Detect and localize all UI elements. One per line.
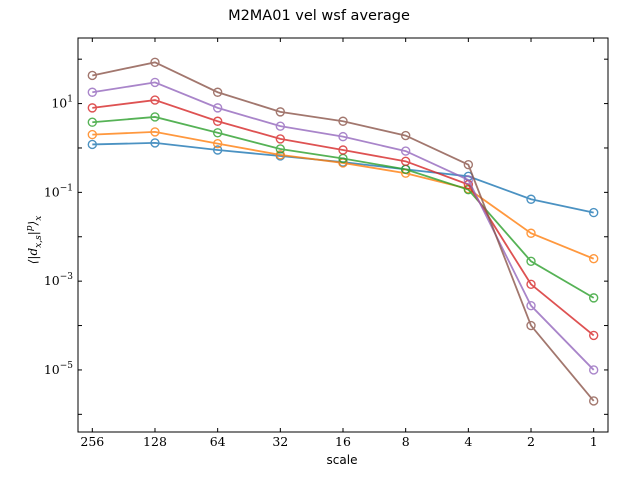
series-5 (87, 77, 599, 375)
series-3 (87, 112, 599, 303)
data-point (400, 130, 411, 141)
data-point (87, 129, 98, 140)
x-tick-label: 256 (80, 434, 104, 449)
data-point (526, 228, 536, 238)
data-point (212, 116, 223, 126)
data-point (526, 256, 536, 267)
series-6 (87, 57, 599, 406)
data-point (212, 103, 223, 113)
series-layer (87, 57, 599, 406)
x-axis: 256 128 64 32 16 8 4 2 1 (80, 38, 598, 449)
data-point (212, 138, 223, 149)
y-tick-label: 10−5 (44, 361, 73, 377)
series-line (92, 116, 595, 299)
chart-title: M2MA01 vel wsf average (228, 8, 410, 24)
data-point (463, 159, 474, 170)
data-point (338, 131, 348, 142)
data-point (275, 134, 286, 144)
y-tick-label: 101 (51, 95, 73, 111)
data-point (400, 146, 411, 156)
y-axis: 101 10−1 10−3 10−5 (44, 58, 608, 415)
data-point (588, 330, 599, 341)
data-point (338, 116, 348, 126)
x-tick-label: 1 (590, 434, 598, 449)
data-point (275, 121, 286, 131)
data-point (87, 117, 98, 127)
data-point (275, 107, 286, 117)
data-point (588, 293, 599, 303)
data-point (588, 207, 599, 218)
data-point (275, 144, 286, 154)
data-point (588, 396, 599, 406)
data-point (87, 70, 98, 81)
data-point (150, 77, 160, 88)
data-point (212, 87, 223, 97)
data-point (87, 139, 98, 150)
data-point (400, 156, 411, 167)
data-point (150, 127, 160, 137)
y-axis-label: ⟨|dx,s|p⟩x (25, 216, 44, 265)
series-line (92, 99, 595, 337)
data-point (526, 320, 536, 331)
data-point (275, 150, 286, 160)
x-tick-label: 8 (402, 434, 410, 449)
data-point (87, 103, 98, 113)
x-tick-label: 32 (272, 434, 288, 449)
data-point (463, 175, 474, 185)
series-4 (87, 95, 599, 341)
data-point (150, 112, 160, 122)
series-line (92, 61, 595, 402)
x-tick-label: 16 (335, 434, 351, 449)
data-point (588, 365, 599, 375)
y-tick-label: 10−1 (44, 183, 73, 199)
data-point (526, 279, 536, 289)
data-point (338, 145, 348, 155)
y-tick-label: 10−3 (44, 272, 73, 288)
x-tick-label: 4 (464, 434, 472, 449)
data-point (526, 194, 536, 204)
x-axis-label: scale (327, 453, 358, 467)
data-point (150, 95, 160, 105)
x-tick-label: 64 (210, 434, 226, 449)
series-line (92, 81, 595, 371)
data-point (588, 254, 599, 264)
data-point (212, 128, 223, 138)
data-point (150, 57, 160, 68)
data-point (212, 145, 223, 155)
data-point (526, 300, 536, 311)
data-point (87, 87, 98, 97)
data-point (150, 138, 160, 148)
x-tick-label: 128 (143, 434, 167, 449)
x-tick-label: 2 (527, 434, 535, 449)
